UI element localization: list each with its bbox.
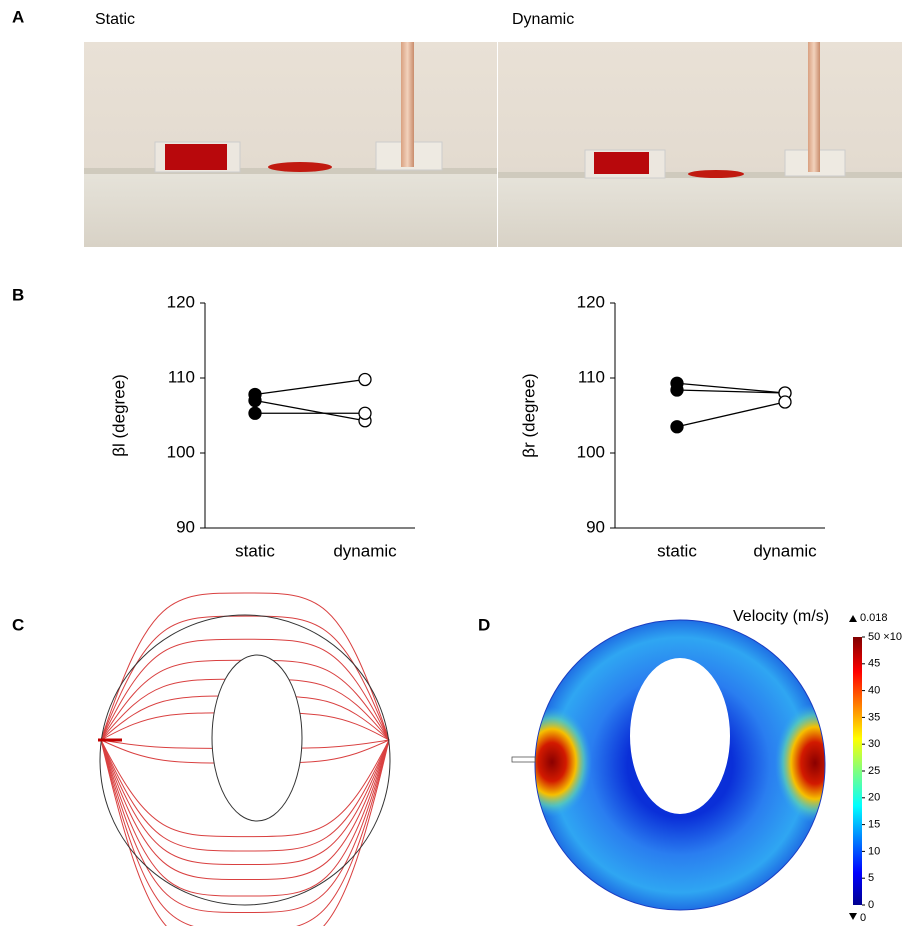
y-tick-label: 110 — [168, 367, 195, 386]
y-axis-label: βl (degree) — [109, 374, 128, 457]
data-point — [671, 421, 683, 433]
colorbar-tick-label: 10 — [868, 845, 880, 857]
y-tick-label: 90 — [176, 517, 195, 536]
streamline-diagram — [98, 593, 390, 926]
panel-label: A — [12, 7, 24, 26]
y-tick-label: 90 — [586, 517, 605, 536]
data-point — [779, 396, 791, 408]
data-point — [359, 374, 371, 386]
colorbar-tick-label: 40 — [868, 685, 880, 697]
data-point — [671, 384, 683, 396]
photo-dynamic — [498, 42, 902, 247]
photo-caption: Dynamic — [512, 11, 574, 28]
colorbar-min: 0 — [860, 912, 866, 924]
data-point — [249, 395, 261, 407]
x-tick-label: static — [235, 541, 275, 560]
colorbar-max: 0.018 — [860, 612, 888, 624]
colorbar-tick-label: 45 — [868, 658, 880, 670]
photo-caption: Static — [95, 11, 135, 28]
y-tick-label: 100 — [577, 442, 605, 461]
colorbar-title: Velocity (m/s) — [733, 608, 829, 625]
data-point — [249, 407, 261, 419]
x-tick-label: dynamic — [333, 541, 397, 560]
series-line — [255, 380, 365, 395]
velocity-field — [512, 615, 855, 915]
colorbar-tick-label: 25 — [868, 765, 880, 777]
series-line — [255, 401, 365, 421]
colorbar-tick-label: 50 ×10 — [868, 631, 902, 643]
y-tick-label: 120 — [167, 292, 195, 311]
panel-label: B — [12, 285, 24, 304]
series-line — [677, 402, 785, 427]
y-tick-label: 100 — [167, 442, 195, 461]
y-tick-label: 110 — [578, 367, 605, 386]
panel-label: D — [478, 615, 490, 634]
colorbar-tick-label: 0 — [868, 899, 874, 911]
colorbar-tick-label: 5 — [868, 872, 874, 884]
y-axis-label: βr (degree) — [519, 373, 538, 457]
x-tick-label: static — [657, 541, 697, 560]
colorbar-tick-label: 30 — [868, 738, 880, 750]
photo-static — [84, 42, 497, 247]
colorbar-tick-label: 20 — [868, 792, 880, 804]
data-point — [359, 407, 371, 419]
panel-label: C — [12, 615, 24, 634]
colorbar-tick-label: 15 — [868, 819, 880, 831]
figure: A B C D Static Dynamic — [0, 0, 902, 926]
y-tick-label: 120 — [577, 292, 605, 311]
colorbar-tick-label: 35 — [868, 711, 880, 723]
x-tick-label: dynamic — [753, 541, 817, 560]
